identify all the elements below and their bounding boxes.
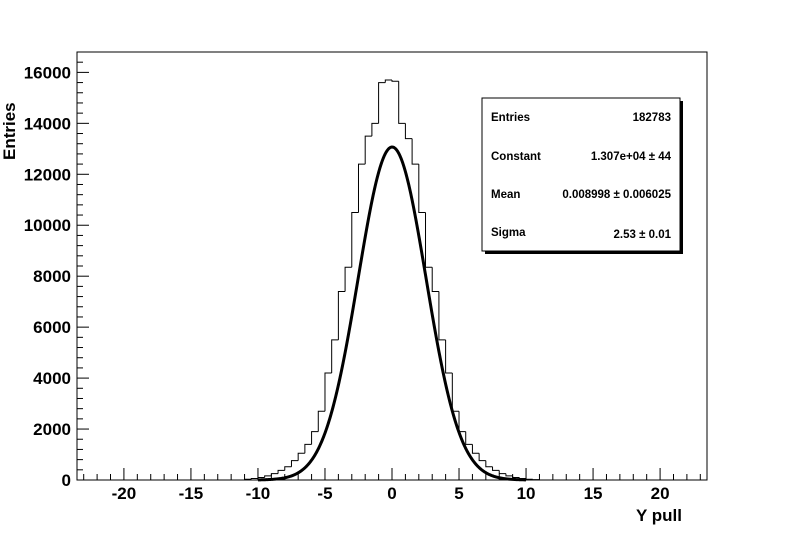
y-tick-label: 16000 [24, 63, 71, 82]
y-tick-label: 4000 [33, 369, 71, 388]
y-axis-title: Entries [0, 102, 19, 160]
x-tick-label: -5 [317, 484, 332, 503]
stats-value-mean: 0.008998 ± 0.006025 [562, 189, 671, 201]
x-tick-label: 20 [651, 484, 670, 503]
stats-value-constant: 1.307e+04 ± 44 [591, 151, 672, 163]
x-tick-label: 15 [584, 484, 603, 503]
stats-value-sigma: 2.53 ± 0.01 [614, 229, 672, 241]
x-tick-label: -15 [179, 484, 204, 503]
x-tick-label: 5 [454, 484, 463, 503]
stats-box: Entries 182783 Constant 1.307e+04 ± 44 M… [482, 98, 683, 254]
y-tick-label: 6000 [33, 318, 71, 337]
x-tick-label: -10 [246, 484, 271, 503]
y-tick-label: 12000 [24, 165, 71, 184]
x-tick-label: 0 [387, 484, 396, 503]
y-tick-label: 10000 [24, 216, 71, 235]
stats-label-constant: Constant [491, 151, 541, 163]
stats-label-sigma: Sigma [491, 227, 526, 239]
stats-value-entries: 182783 [633, 112, 671, 124]
y-tick-label: 0 [62, 471, 71, 490]
x-tick-label: -20 [112, 484, 137, 503]
y-tick-label: 2000 [33, 420, 71, 439]
y-tick-label: 14000 [24, 114, 71, 133]
y-tick-label: 8000 [33, 267, 71, 286]
stats-label-entries: Entries [491, 112, 530, 124]
x-tick-label: 10 [517, 484, 536, 503]
stats-label-mean: Mean [491, 189, 520, 201]
x-axis-title: Y pull [636, 506, 682, 525]
